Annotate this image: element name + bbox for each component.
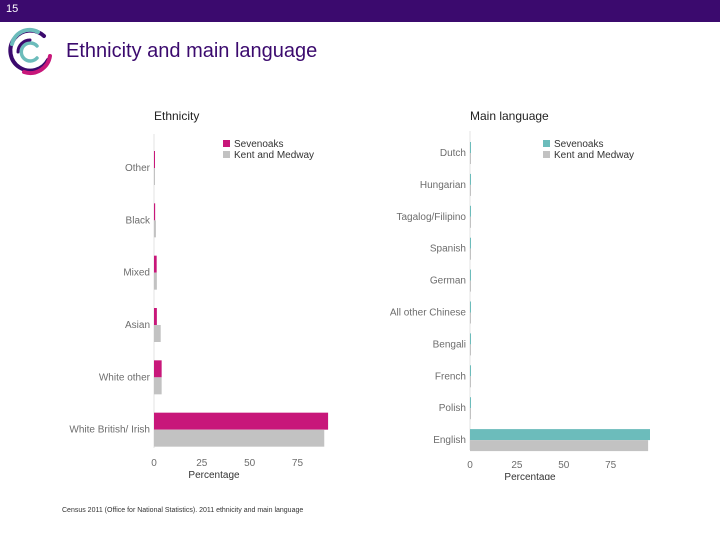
chart1-title: Ethnicity xyxy=(154,109,199,123)
chart1-category-label: Asian xyxy=(125,320,150,331)
chart1-legend-swatch-sevenoaks xyxy=(223,140,230,147)
slide-number: 15 xyxy=(6,3,19,15)
chart2-bar-sevenoaks xyxy=(470,397,471,409)
chart1-category-label: Mixed xyxy=(123,268,150,279)
chart2-tick-label: 25 xyxy=(511,460,523,471)
chart2-bar-sevenoaks xyxy=(470,365,471,377)
chart2-category-label: Tagalog/Filipino xyxy=(397,212,467,223)
swirl-logo-icon xyxy=(8,27,52,75)
chart1-legend-label-kent-medway: Kent and Medway xyxy=(234,150,314,161)
chart2-bar-sevenoaks xyxy=(470,269,471,281)
chart2-bar-kent-medway xyxy=(470,440,649,452)
chart2-bar-sevenoaks xyxy=(470,205,471,217)
chart2-title: Main language xyxy=(470,109,549,123)
page-title: Ethnicity and main language xyxy=(66,40,318,62)
chart2-bar-kent-medway xyxy=(470,184,471,196)
chart2-category-label: Hungarian xyxy=(420,180,466,191)
chart1-category-label: White British/ Irish xyxy=(69,425,150,436)
chart1-category-label: White other xyxy=(99,372,151,383)
chart2-legend-label-sevenoaks: Sevenoaks xyxy=(554,139,603,150)
chart1-bar-kent-medway xyxy=(154,168,155,185)
chart1-tick-label: 25 xyxy=(196,458,208,469)
chart2-tick-label: 75 xyxy=(605,460,617,471)
chart1-tick-label: 0 xyxy=(151,458,157,469)
chart2-bar-sevenoaks xyxy=(470,142,471,153)
chart1-tick-label: 75 xyxy=(292,458,304,469)
chart1-tick-label: 50 xyxy=(244,458,256,469)
chart1-bar-kent-medway xyxy=(154,272,157,290)
chart2-category-label: Spanish xyxy=(430,244,466,255)
chart1-bar-kent-medway xyxy=(154,220,156,238)
chart2-bar-kent-medway xyxy=(470,376,471,388)
chart2-bar-kent-medway xyxy=(470,153,471,164)
chart2-category-label: French xyxy=(435,371,466,382)
chart2-bar-sevenoaks xyxy=(470,237,471,249)
chart1-bar-kent-medway xyxy=(154,377,162,395)
chart1-category-label: Other xyxy=(125,163,151,174)
chart1-bar-sevenoaks xyxy=(154,255,157,273)
chart2-bar-kent-medway xyxy=(470,312,471,324)
chart2-bar-sevenoaks xyxy=(470,333,471,345)
chart1-category-label: Black xyxy=(126,215,151,226)
chart1-bar-sevenoaks xyxy=(154,412,329,430)
chart2-x-axis-label: Percentage xyxy=(504,472,556,480)
chart1-legend-label-sevenoaks: Sevenoaks xyxy=(234,139,283,150)
ethnicity-chart: Ethnicity Other Black Mixed Asian White other… xyxy=(69,109,329,480)
chart2-category-label: Dutch xyxy=(440,148,466,159)
chart1-bar-sevenoaks xyxy=(154,308,157,325)
chart1-bar-kent-medway xyxy=(154,325,161,342)
source-note: Census 2011 (Office for National Statist… xyxy=(62,507,304,514)
chart1-bar-sevenoaks xyxy=(154,203,156,221)
chart2-bar-sevenoaks xyxy=(470,301,471,313)
main-language-chart: Main language Dutch Hungarian Tagalog/Filip… xyxy=(390,109,650,480)
chart2-bar-kent-medway xyxy=(470,248,471,260)
chart2-category-label: Polish xyxy=(439,403,466,414)
chart2-category-label: German xyxy=(430,276,466,287)
chart2-bar-kent-medway xyxy=(470,344,471,356)
chart2-bar-kent-medway xyxy=(470,216,471,228)
chart2-tick-label: 50 xyxy=(558,460,570,471)
chart2-category-label: English xyxy=(433,435,466,446)
chart2-category-label: Bengali xyxy=(433,339,466,350)
chart1-bar-sevenoaks xyxy=(154,151,155,168)
chart2-bar-kent-medway xyxy=(470,280,471,292)
chart1-bar-sevenoaks xyxy=(154,360,162,378)
chart2-category-label: All other Chinese xyxy=(390,308,467,319)
chart2-tick-label: 0 xyxy=(467,460,473,471)
top-bar: 15 xyxy=(0,0,720,22)
chart1-legend-swatch-kent-medway xyxy=(223,151,230,158)
chart2-legend-label-kent-medway: Kent and Medway xyxy=(554,150,634,161)
chart2-legend-swatch-sevenoaks xyxy=(543,140,550,147)
chart2-bar-sevenoaks xyxy=(470,429,650,441)
chart2-legend-swatch-kent-medway xyxy=(543,151,550,158)
chart2-bar-sevenoaks xyxy=(470,173,471,185)
chart2-bar-kent-medway xyxy=(470,408,471,420)
chart1-bar-kent-medway xyxy=(154,429,325,447)
chart1-x-axis-label: Percentage xyxy=(188,470,240,480)
